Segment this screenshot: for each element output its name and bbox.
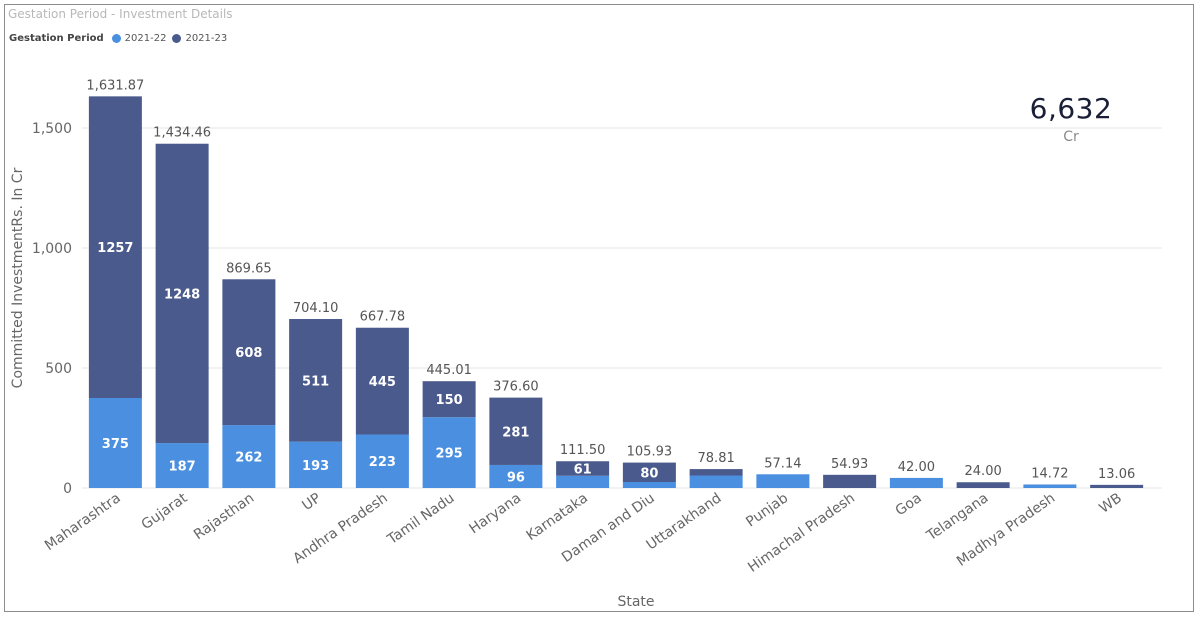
bar-segment — [556, 461, 610, 476]
bar-total-label: 105.93 — [627, 445, 673, 460]
bar-total-label: 1,631.87 — [86, 78, 144, 93]
bar-segment-label: 80 — [640, 466, 658, 481]
bar-segment-label: 375 — [102, 437, 129, 452]
bar-total-label: 24.00 — [965, 464, 1002, 479]
x-tick-label: Karnataka — [524, 490, 591, 544]
bar-segment-label: 223 — [369, 455, 396, 470]
bar-segment — [489, 464, 543, 488]
bar-total-label: 13.06 — [1098, 467, 1135, 482]
bar-segment — [155, 443, 209, 488]
bar-segment — [355, 434, 409, 488]
x-tick-label: Haryana — [467, 490, 525, 537]
y-axis-title: Committed InvestmentRs. In Cr — [10, 167, 26, 388]
bar-total-label: 57.14 — [764, 456, 801, 471]
bar-segment-label: 1248 — [164, 287, 200, 302]
x-tick-label: UP — [299, 490, 323, 514]
bar-segment-label: 281 — [502, 425, 529, 440]
bar-total-label: 42.00 — [898, 460, 935, 475]
x-tick-label: Tamil Nadu — [384, 490, 457, 548]
visual-title: Gestation Period - Investment Details — [8, 7, 233, 21]
y-tick-label: 1,000 — [32, 241, 72, 257]
bar-total-label: 704.10 — [293, 301, 339, 316]
bar-segment — [823, 474, 877, 488]
bar-segment — [88, 398, 142, 488]
bar-segment — [222, 425, 276, 488]
bar-total-label: 376.60 — [493, 380, 539, 395]
bar-segment-label: 608 — [235, 346, 262, 361]
bar-segment-label: 150 — [436, 393, 463, 408]
x-tick-label: Punjab — [743, 490, 791, 530]
bar-segment — [622, 482, 676, 488]
kpi-card: 6,632 Cr — [990, 92, 1152, 145]
bar-total-label: 869.65 — [226, 261, 272, 276]
bar-segment — [88, 96, 142, 398]
bar-total-label: 78.81 — [698, 451, 735, 466]
bar-segment-label: 61 — [574, 463, 592, 478]
bar-segment — [289, 441, 343, 488]
x-axis-title: State — [617, 594, 654, 610]
legend-label-2021-22: 2021-22 — [124, 33, 167, 44]
legend-title: Gestation Period — [9, 33, 104, 44]
bar-segment-label: 445 — [369, 375, 396, 390]
bar-segment — [622, 462, 676, 482]
bar-segment — [689, 475, 743, 488]
bar-segment — [956, 482, 1010, 488]
legend-swatch-2021-22 — [111, 34, 121, 43]
bar-segment — [1090, 484, 1144, 488]
legend-swatch-2021-23 — [172, 34, 182, 43]
x-tick-label: Rajasthan — [191, 490, 257, 543]
legend-item-2021-23[interactable]: 2021-23 — [172, 33, 227, 44]
visual-frame — [4, 4, 1194, 612]
bar-total-label: 14.72 — [1031, 466, 1068, 481]
x-tick-label: Gujarat — [139, 490, 191, 533]
bar-segment — [289, 319, 343, 442]
x-tick-label: Telangana — [923, 490, 991, 544]
bar-segment-label: 193 — [302, 459, 329, 474]
bar-total-label: 54.93 — [831, 457, 868, 472]
bar-segment — [222, 279, 276, 426]
bar-total-label: 445.01 — [426, 363, 472, 378]
bar-segment — [155, 143, 209, 444]
y-tick-label: 500 — [45, 361, 72, 377]
bar-segment — [889, 477, 943, 488]
y-tick-label: 0 — [63, 481, 72, 497]
legend: Gestation Period 2021-22 2021-23 — [9, 33, 233, 44]
bar-segment-label: 96 — [507, 470, 525, 485]
y-tick-label: 1,500 — [32, 121, 72, 137]
bar-segment — [422, 417, 476, 488]
bar-total-label: 667.78 — [360, 310, 406, 325]
legend-label-2021-23: 2021-23 — [185, 33, 228, 44]
bar-segment — [422, 381, 476, 418]
x-tick-label: Goa — [893, 490, 925, 519]
bar-segment-label: 1257 — [97, 241, 133, 256]
bar-total-label: 111.50 — [560, 443, 606, 458]
bar-total-label: 1,434.46 — [153, 126, 211, 141]
bar-segment — [756, 474, 810, 488]
bar-segment — [689, 469, 743, 476]
bar-segment — [1023, 484, 1077, 488]
bar-segment-label: 295 — [436, 447, 463, 462]
bar-segment — [556, 475, 610, 488]
x-tick-label: WB — [1097, 490, 1125, 517]
bar-segment-label: 511 — [302, 374, 329, 389]
x-tick-label: Maharashtra — [42, 490, 124, 554]
legend-item-2021-22[interactable]: 2021-22 — [111, 33, 167, 44]
x-tick-label: Uttarakhand — [644, 490, 725, 553]
bar-segment — [355, 327, 409, 435]
bar-segment-label: 187 — [169, 460, 196, 475]
bar-segment-label: 262 — [235, 451, 262, 466]
kpi-value: 6,632 — [1029, 92, 1113, 125]
bar-segment — [489, 397, 543, 465]
kpi-unit: Cr — [1063, 129, 1079, 145]
